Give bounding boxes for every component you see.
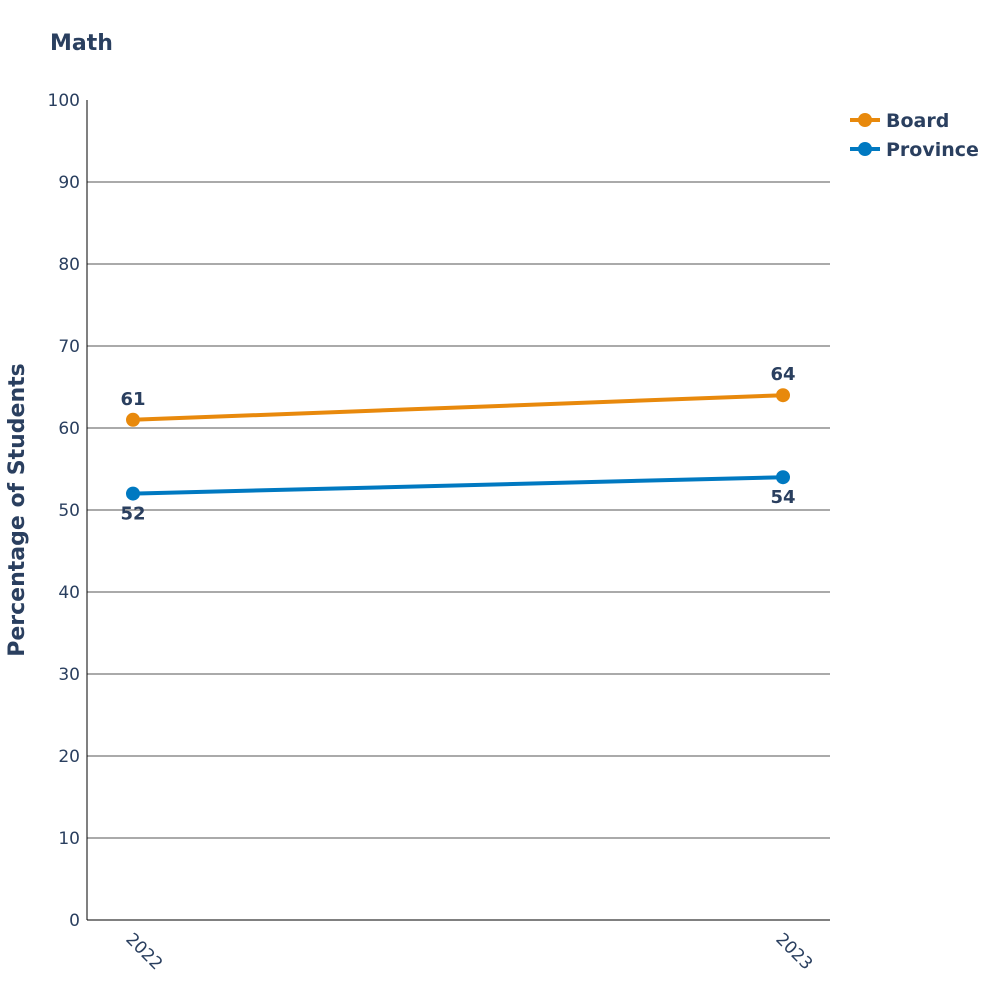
x-tick-label: 2022 [121, 929, 166, 974]
series-board: 61 64 [120, 364, 796, 427]
legend-label: Province [886, 139, 979, 161]
y-tick-label: 80 [58, 255, 80, 275]
chart-title: Math [50, 31, 113, 56]
gridlines [87, 181, 830, 839]
y-tick-label: 10 [58, 829, 80, 849]
data-point[interactable] [126, 412, 140, 427]
data-label: 64 [770, 364, 795, 385]
data-label: 61 [120, 389, 145, 410]
y-tick-label: 60 [58, 419, 80, 439]
x-tick-labels: 2022 2023 [121, 929, 816, 974]
y-axis-label: Percentage of Students [5, 363, 30, 657]
x-tick-label: 2023 [771, 929, 816, 974]
series-line [132, 393, 784, 422]
legend: Board Province [850, 110, 979, 161]
legend-item-board[interactable]: Board [850, 110, 949, 132]
y-tick-label: 70 [58, 337, 80, 357]
legend-marker-icon [858, 142, 872, 156]
series-group: 61 64 52 54 [120, 364, 795, 524]
data-point[interactable] [126, 486, 140, 501]
y-tick-label: 0 [69, 911, 80, 931]
data-label: 54 [770, 487, 795, 508]
data-point[interactable] [776, 470, 790, 485]
series-province: 52 54 [120, 470, 796, 525]
legend-marker-icon [858, 113, 872, 127]
y-tick-label: 90 [58, 173, 80, 193]
y-tick-label: 40 [58, 583, 80, 603]
series-line [132, 475, 784, 496]
y-tick-label: 30 [58, 665, 80, 685]
legend-item-province[interactable]: Province [850, 139, 979, 161]
legend-label: Board [886, 110, 949, 132]
data-point[interactable] [776, 388, 790, 403]
data-label: 52 [120, 504, 145, 525]
y-tick-label: 20 [58, 747, 80, 767]
y-tick-labels: 0 10 20 30 40 50 60 70 80 90 100 [48, 91, 80, 931]
y-tick-label: 50 [58, 501, 80, 521]
y-tick-label: 100 [48, 91, 80, 111]
